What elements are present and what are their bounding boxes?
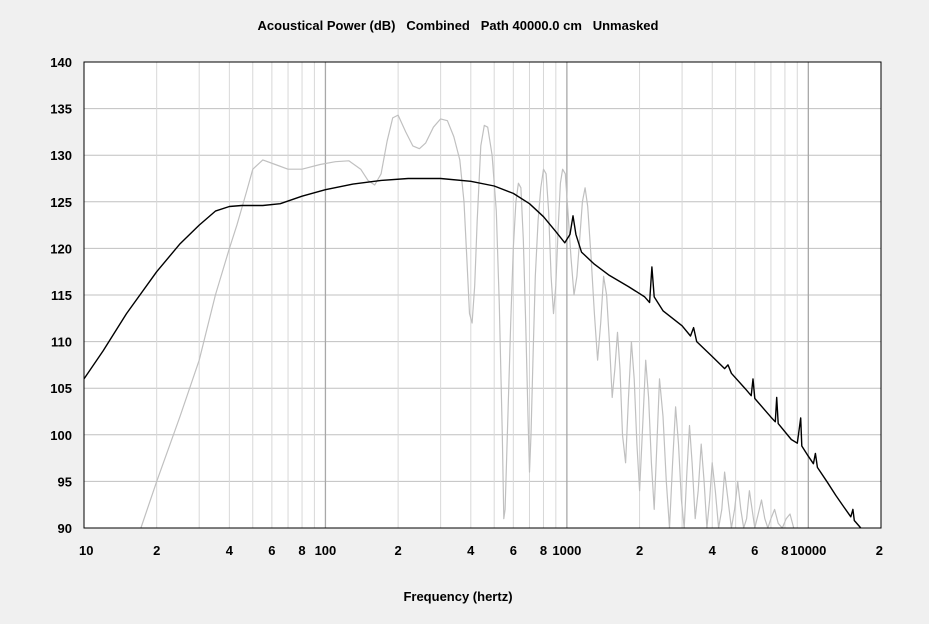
x-tick-label: 8 [540,543,547,558]
y-tick-label: 135 [50,102,72,117]
x-tick-label: 4 [467,543,475,558]
x-tick-label: 6 [510,543,517,558]
chart-title: Acoustical Power (dB) Combined Path 4000… [258,18,659,33]
x-tick-label: 4 [226,543,234,558]
x-tick-label: 2 [153,543,160,558]
plot-border [83,61,882,529]
y-tick-label: 95 [58,474,72,489]
y-tick-label: 120 [50,241,72,256]
series-line-black [83,177,862,529]
x-tick-label: 2 [395,543,402,558]
x-axis-ticks: 10 2 4 6 8 100 2 4 6 8 1000 2 4 6 8 10000 2 [79,543,883,558]
x-tick-label: 100 [315,543,337,558]
x-tick-label: 1000 [552,543,581,558]
series-line-gray [140,114,795,529]
x-tick-label: 8 [298,543,305,558]
x-tick-label: 10 [79,543,93,558]
y-tick-label: 100 [50,428,72,443]
y-tick-label: 110 [51,335,72,350]
y-tick-label: 105 [50,381,72,396]
y-tick-label: 115 [51,288,72,303]
x-tick-label: 2 [636,543,643,558]
series-layer [83,114,862,529]
x-tick-label: 8 [781,543,788,558]
x-tick-label: 6 [268,543,275,558]
y-tick-label: 130 [50,148,72,163]
y-tick-label: 90 [58,521,72,536]
y-tick-label: 140 [50,55,72,70]
grid-lines [84,62,881,528]
x-axis-label: Frequency (hertz) [403,589,512,604]
x-tick-label: 2 [876,543,883,558]
x-tick-label: 10000 [790,543,826,558]
x-tick-label: 4 [709,543,717,558]
x-tick-label: 6 [751,543,758,558]
y-axis-ticks: 140 135 130 125 120 115 110 105 100 95 90 [50,55,72,536]
y-tick-label: 125 [50,195,72,210]
